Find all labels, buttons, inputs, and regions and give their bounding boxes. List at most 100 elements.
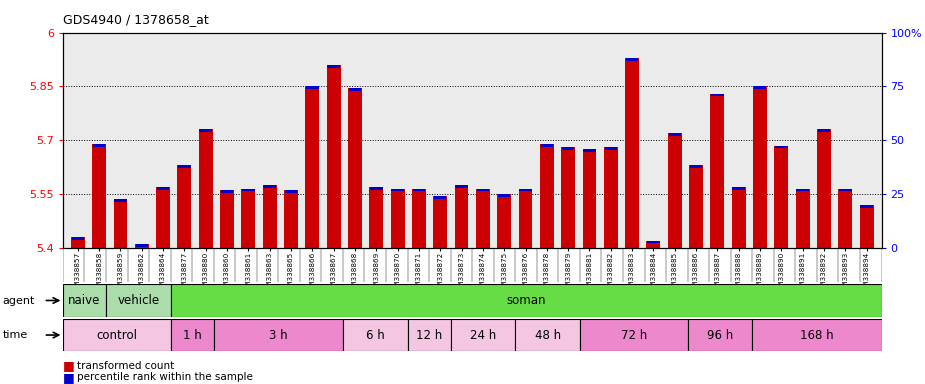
Bar — [454, 185, 468, 248]
Text: GDS4940 / 1378658_at: GDS4940 / 1378658_at — [63, 13, 209, 26]
Bar — [540, 144, 554, 248]
Text: time: time — [3, 330, 28, 340]
Bar — [305, 86, 319, 248]
Bar — [63, 319, 170, 351]
Bar — [859, 205, 873, 248]
Bar — [71, 237, 84, 240]
Bar — [242, 189, 254, 191]
Bar — [114, 199, 127, 202]
Bar — [214, 319, 343, 351]
Bar — [455, 185, 468, 188]
Bar — [519, 189, 532, 191]
Bar — [561, 147, 575, 248]
Text: 48 h: 48 h — [535, 329, 561, 341]
Bar — [343, 319, 408, 351]
Bar — [583, 149, 597, 248]
Bar — [348, 88, 362, 248]
Bar — [711, 94, 723, 96]
Bar — [156, 187, 170, 248]
Bar — [476, 189, 489, 191]
Text: 3 h: 3 h — [269, 329, 288, 341]
Bar — [625, 58, 639, 248]
Bar — [284, 190, 298, 248]
Bar — [285, 190, 297, 193]
Bar — [412, 189, 426, 248]
Bar — [733, 187, 745, 190]
Text: agent: agent — [3, 296, 35, 306]
Bar — [264, 185, 276, 188]
Text: 24 h: 24 h — [470, 329, 496, 341]
Bar — [179, 165, 191, 168]
Bar — [753, 86, 767, 248]
Bar — [263, 185, 277, 248]
Text: control: control — [96, 329, 137, 341]
Bar — [369, 187, 383, 248]
Bar — [476, 189, 490, 248]
Bar — [796, 189, 809, 248]
Bar — [241, 189, 255, 248]
Text: transformed count: transformed count — [77, 361, 174, 371]
Bar — [391, 189, 404, 191]
Bar — [433, 196, 447, 248]
Text: vehicle: vehicle — [117, 294, 159, 307]
Bar — [775, 146, 787, 148]
Bar — [752, 319, 882, 351]
Bar — [200, 129, 212, 132]
Text: 1 h: 1 h — [183, 329, 202, 341]
Bar — [561, 147, 574, 150]
Text: ■: ■ — [63, 359, 75, 372]
Bar — [519, 189, 533, 248]
Bar — [390, 189, 404, 248]
Bar — [221, 190, 233, 193]
Bar — [689, 165, 703, 248]
Bar — [327, 65, 340, 248]
Bar — [199, 129, 213, 248]
Bar — [668, 133, 682, 248]
Bar — [498, 194, 512, 248]
Bar — [687, 319, 752, 351]
Bar — [817, 129, 831, 248]
Bar — [157, 187, 169, 190]
Bar — [690, 165, 702, 168]
Text: naive: naive — [68, 294, 101, 307]
Text: 96 h: 96 h — [707, 329, 734, 341]
Bar — [370, 187, 383, 190]
Bar — [63, 284, 106, 317]
Bar — [450, 319, 515, 351]
Bar — [580, 319, 687, 351]
Text: 6 h: 6 h — [366, 329, 385, 341]
Bar — [732, 187, 746, 248]
Bar — [92, 144, 106, 248]
Bar — [839, 189, 852, 191]
Bar — [114, 199, 128, 248]
Bar — [669, 133, 681, 136]
Bar — [170, 319, 214, 351]
Bar — [220, 190, 234, 248]
Bar — [818, 129, 831, 132]
Bar — [754, 86, 766, 89]
Bar — [434, 196, 447, 199]
Bar — [605, 147, 617, 150]
Bar — [71, 237, 85, 248]
Text: ■: ■ — [63, 371, 75, 384]
Bar — [710, 94, 724, 248]
Bar — [327, 65, 339, 68]
Text: 168 h: 168 h — [800, 329, 833, 341]
Text: percentile rank within the sample: percentile rank within the sample — [77, 372, 253, 382]
Bar — [796, 189, 808, 191]
Bar — [92, 144, 105, 147]
Text: 12 h: 12 h — [416, 329, 442, 341]
Bar — [349, 88, 361, 91]
Bar — [408, 319, 450, 351]
Bar — [170, 284, 882, 317]
Bar — [413, 189, 426, 191]
Bar — [838, 189, 852, 248]
Bar — [306, 86, 318, 89]
Bar — [626, 58, 638, 61]
Text: 72 h: 72 h — [621, 329, 647, 341]
Bar — [774, 146, 788, 248]
Bar — [178, 165, 191, 248]
Bar — [584, 149, 596, 152]
Bar — [515, 319, 580, 351]
Bar — [135, 244, 149, 248]
